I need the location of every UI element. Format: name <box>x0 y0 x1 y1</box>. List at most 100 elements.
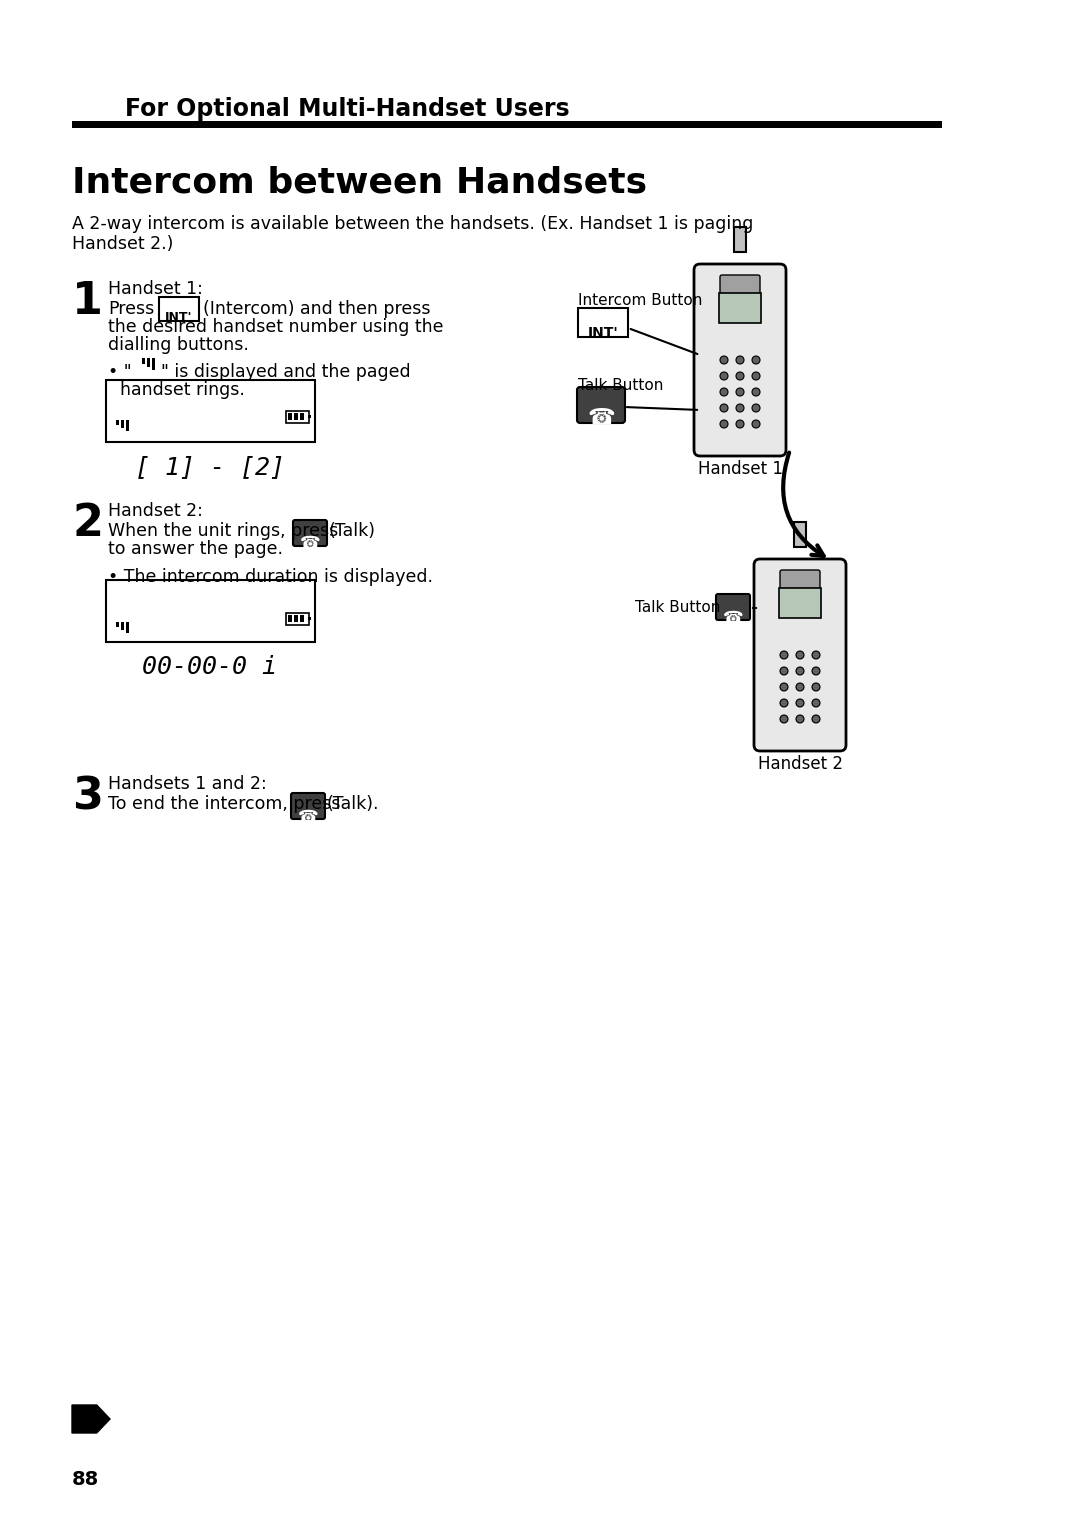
Bar <box>300 413 303 420</box>
Text: ☎: ☎ <box>588 408 615 428</box>
Circle shape <box>720 371 728 380</box>
Circle shape <box>752 420 760 428</box>
Circle shape <box>735 420 744 428</box>
Text: (Talk).: (Talk). <box>327 795 379 813</box>
Bar <box>734 228 746 252</box>
Text: INT': INT' <box>588 325 619 341</box>
Circle shape <box>812 698 820 707</box>
Circle shape <box>780 683 788 691</box>
Circle shape <box>796 651 804 659</box>
Bar <box>294 614 298 622</box>
Circle shape <box>780 668 788 675</box>
Circle shape <box>796 715 804 723</box>
Bar <box>121 420 124 428</box>
Bar <box>147 358 150 367</box>
Bar <box>141 358 145 364</box>
Bar <box>126 622 129 633</box>
FancyBboxPatch shape <box>720 275 760 296</box>
Text: 3: 3 <box>72 775 103 817</box>
Bar <box>116 420 119 425</box>
Circle shape <box>752 356 760 364</box>
Text: to answer the page.: to answer the page. <box>108 539 283 558</box>
Text: [ 1] - [2]: [ 1] - [2] <box>135 455 285 478</box>
Bar <box>794 523 806 547</box>
FancyBboxPatch shape <box>285 613 309 625</box>
Circle shape <box>780 698 788 707</box>
Text: A 2-way intercom is available between the handsets. (Ex. Handset 1 is paging: A 2-way intercom is available between th… <box>72 215 754 232</box>
Circle shape <box>735 403 744 413</box>
Text: ☎: ☎ <box>299 533 321 552</box>
Circle shape <box>752 371 760 380</box>
Bar <box>72 121 942 128</box>
FancyBboxPatch shape <box>159 296 199 321</box>
Text: Talk Button: Talk Button <box>635 601 720 614</box>
Bar <box>126 420 129 431</box>
Text: 88: 88 <box>72 1470 99 1488</box>
Bar <box>308 416 311 419</box>
Text: (Intercom) and then press: (Intercom) and then press <box>203 299 431 318</box>
Text: dialling buttons.: dialling buttons. <box>108 336 248 354</box>
Text: Intercom between Handsets: Intercom between Handsets <box>72 165 647 199</box>
Circle shape <box>720 356 728 364</box>
Text: Intercom Button: Intercom Button <box>578 293 702 309</box>
Text: the desired handset number using the: the desired handset number using the <box>108 318 444 336</box>
Text: For Optional Multi-Handset Users: For Optional Multi-Handset Users <box>125 96 569 121</box>
Text: 00-00-0 i: 00-00-0 i <box>143 656 278 678</box>
Bar <box>152 358 156 370</box>
Text: When the unit rings, press: When the unit rings, press <box>108 523 338 539</box>
FancyBboxPatch shape <box>694 264 786 455</box>
Circle shape <box>796 668 804 675</box>
Circle shape <box>720 420 728 428</box>
Text: • The intercom duration is displayed.: • The intercom duration is displayed. <box>108 568 433 587</box>
Text: " is displayed and the paged: " is displayed and the paged <box>161 364 410 380</box>
Circle shape <box>812 683 820 691</box>
Circle shape <box>735 356 744 364</box>
Circle shape <box>752 388 760 396</box>
Bar <box>300 614 303 622</box>
Text: Handset 2.): Handset 2.) <box>72 235 174 254</box>
Text: • ": • " <box>108 364 132 380</box>
Polygon shape <box>72 1406 110 1433</box>
Circle shape <box>780 651 788 659</box>
FancyBboxPatch shape <box>578 309 627 338</box>
Text: ☎: ☎ <box>298 808 319 827</box>
Text: Handsets 1 and 2:: Handsets 1 and 2: <box>108 775 267 793</box>
Text: Handset 1: Handset 1 <box>698 460 783 478</box>
Text: (Talk): (Talk) <box>329 523 376 539</box>
Circle shape <box>752 403 760 413</box>
Text: INT': INT' <box>165 312 192 324</box>
Circle shape <box>735 371 744 380</box>
Bar <box>288 413 292 420</box>
FancyBboxPatch shape <box>285 411 309 423</box>
Text: Press: Press <box>108 299 154 318</box>
Circle shape <box>796 683 804 691</box>
Text: Handset 1:: Handset 1: <box>108 280 203 298</box>
FancyBboxPatch shape <box>106 380 315 442</box>
FancyBboxPatch shape <box>719 293 761 322</box>
Text: 2: 2 <box>72 503 103 545</box>
Circle shape <box>812 651 820 659</box>
FancyBboxPatch shape <box>716 594 750 620</box>
Circle shape <box>796 698 804 707</box>
FancyBboxPatch shape <box>293 520 327 545</box>
Bar <box>288 614 292 622</box>
Bar <box>294 413 298 420</box>
Text: Talk Button: Talk Button <box>578 377 663 393</box>
Circle shape <box>720 388 728 396</box>
Text: 1: 1 <box>72 280 103 322</box>
Text: handset rings.: handset rings. <box>120 380 245 399</box>
FancyBboxPatch shape <box>780 570 820 591</box>
Circle shape <box>812 715 820 723</box>
Text: ☎: ☎ <box>723 610 743 626</box>
Bar <box>121 622 124 630</box>
Text: Handset 2: Handset 2 <box>757 755 842 773</box>
Circle shape <box>780 715 788 723</box>
Bar <box>116 622 119 626</box>
Circle shape <box>735 388 744 396</box>
FancyBboxPatch shape <box>577 387 625 423</box>
FancyBboxPatch shape <box>106 581 315 642</box>
Bar <box>308 617 311 620</box>
FancyBboxPatch shape <box>291 793 325 819</box>
Circle shape <box>720 403 728 413</box>
FancyBboxPatch shape <box>779 588 821 617</box>
